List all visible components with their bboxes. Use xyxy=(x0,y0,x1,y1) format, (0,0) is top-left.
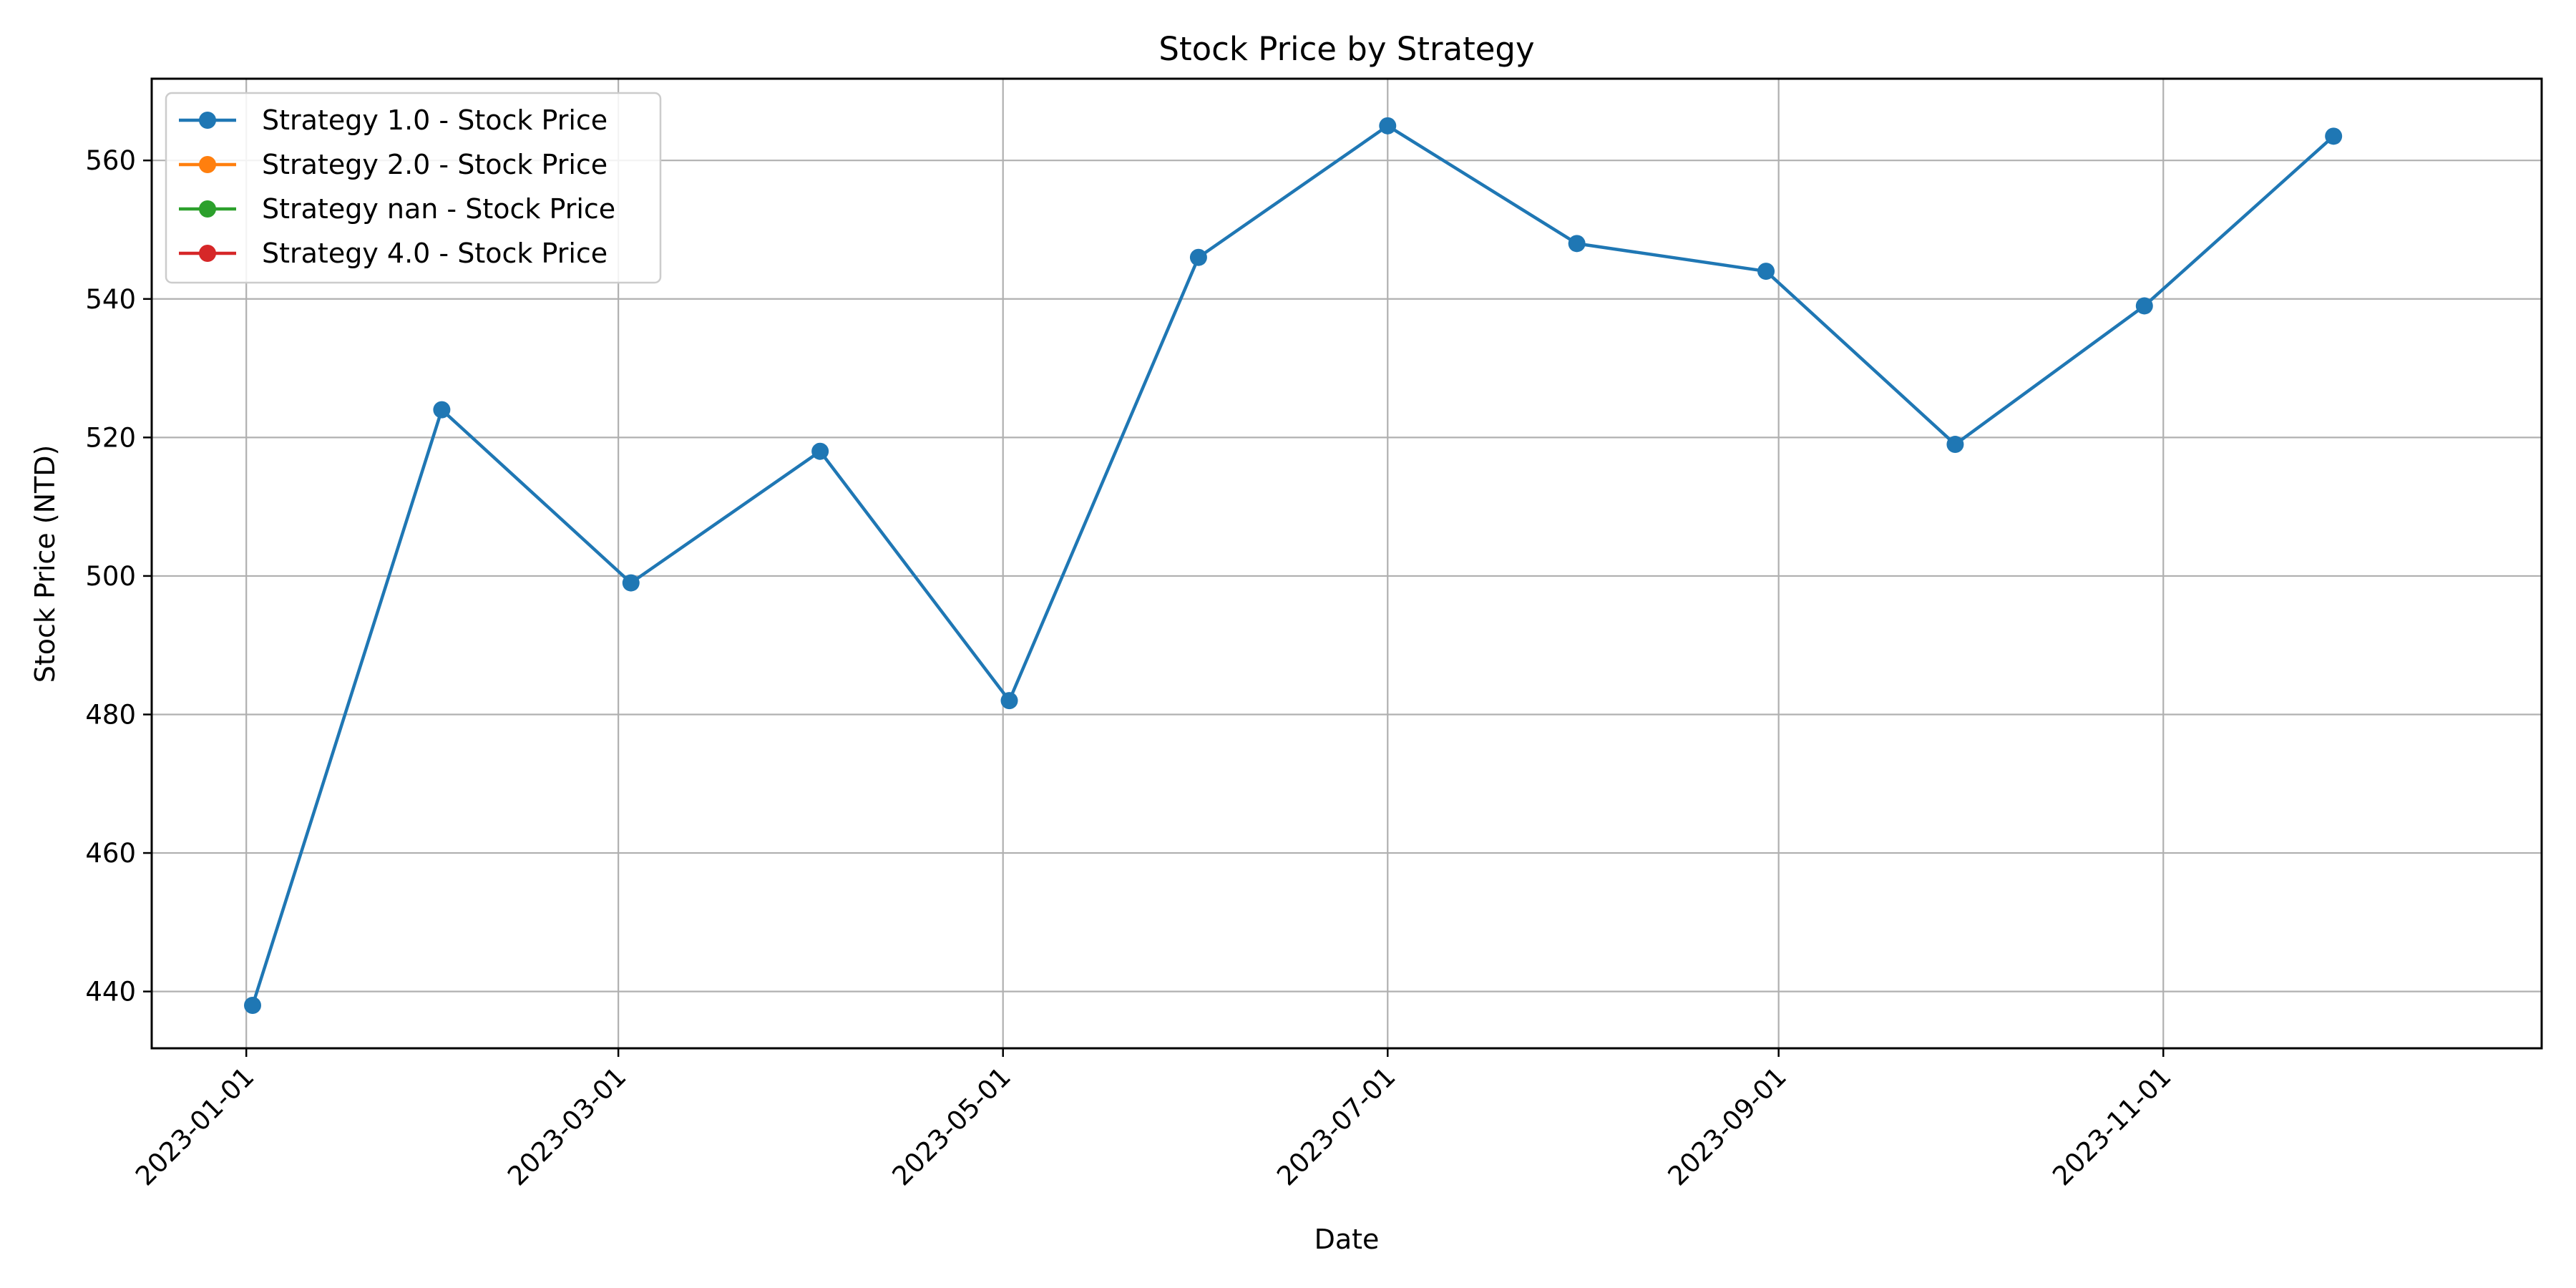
legend-marker xyxy=(199,156,216,173)
legend-marker xyxy=(199,112,216,129)
x-axis-label: Date xyxy=(1314,1224,1380,1255)
legend-label: Strategy 2.0 - Stock Price xyxy=(262,149,608,180)
x-tick-label: 2023-09-01 xyxy=(1662,1061,1792,1191)
series-lines xyxy=(244,117,2343,1014)
data-point xyxy=(2325,127,2343,145)
y-tick-label: 460 xyxy=(85,838,136,869)
y-tick-label: 480 xyxy=(85,699,136,730)
y-axis: 440 460 480 500 520 540 560 xyxy=(85,145,152,1008)
legend-label: Strategy nan - Stock Price xyxy=(262,193,615,225)
series-0 xyxy=(244,117,2343,1014)
legend-marker xyxy=(199,200,216,218)
data-point xyxy=(811,442,829,460)
legend-label: Strategy 1.0 - Stock Price xyxy=(262,104,608,136)
y-tick-label: 500 xyxy=(85,561,136,592)
x-tick-label: 2023-11-01 xyxy=(2046,1061,2177,1191)
y-tick-label: 540 xyxy=(85,284,136,315)
data-point xyxy=(622,574,640,592)
x-tick-label: 2023-07-01 xyxy=(1271,1061,1401,1191)
data-point xyxy=(2135,297,2153,315)
legend: Strategy 1.0 - Stock Price Strategy 2.0 -… xyxy=(165,92,662,284)
x-tick-label: 2023-03-01 xyxy=(502,1061,632,1191)
data-point xyxy=(1000,692,1018,710)
x-tick-label: 2023-05-01 xyxy=(887,1061,1017,1191)
chart-title: Stock Price by Strategy xyxy=(1158,30,1534,68)
data-point xyxy=(1568,235,1586,253)
y-tick-label: 560 xyxy=(85,145,136,176)
legend-item-1: Strategy 2.0 - Stock Price xyxy=(179,149,608,180)
x-axis: 2023-01-01 2023-03-01 2023-05-01 2023-07-01… xyxy=(130,1048,2177,1191)
legend-box xyxy=(165,92,662,284)
data-point xyxy=(1189,248,1207,266)
series-line xyxy=(250,124,2335,1006)
y-tick-label: 440 xyxy=(85,977,136,1008)
data-point xyxy=(244,996,262,1014)
data-point xyxy=(433,401,451,419)
legend-item-2: Strategy nan - Stock Price xyxy=(179,193,615,225)
data-point xyxy=(1946,436,1964,454)
legend-marker xyxy=(199,245,216,262)
grid-lines xyxy=(152,79,2542,1048)
legend-label: Strategy 4.0 - Stock Price xyxy=(262,238,608,269)
data-point xyxy=(1757,263,1775,280)
y-tick-label: 520 xyxy=(85,422,136,453)
legend-item-0: Strategy 1.0 - Stock Price xyxy=(179,104,608,136)
data-point xyxy=(1379,117,1397,135)
x-tick-label: 2023-01-01 xyxy=(130,1061,260,1191)
y-axis-label: Stock Price (NTD) xyxy=(29,445,61,683)
legend-item-3: Strategy 4.0 - Stock Price xyxy=(179,238,608,269)
plot-area xyxy=(150,77,2543,1050)
